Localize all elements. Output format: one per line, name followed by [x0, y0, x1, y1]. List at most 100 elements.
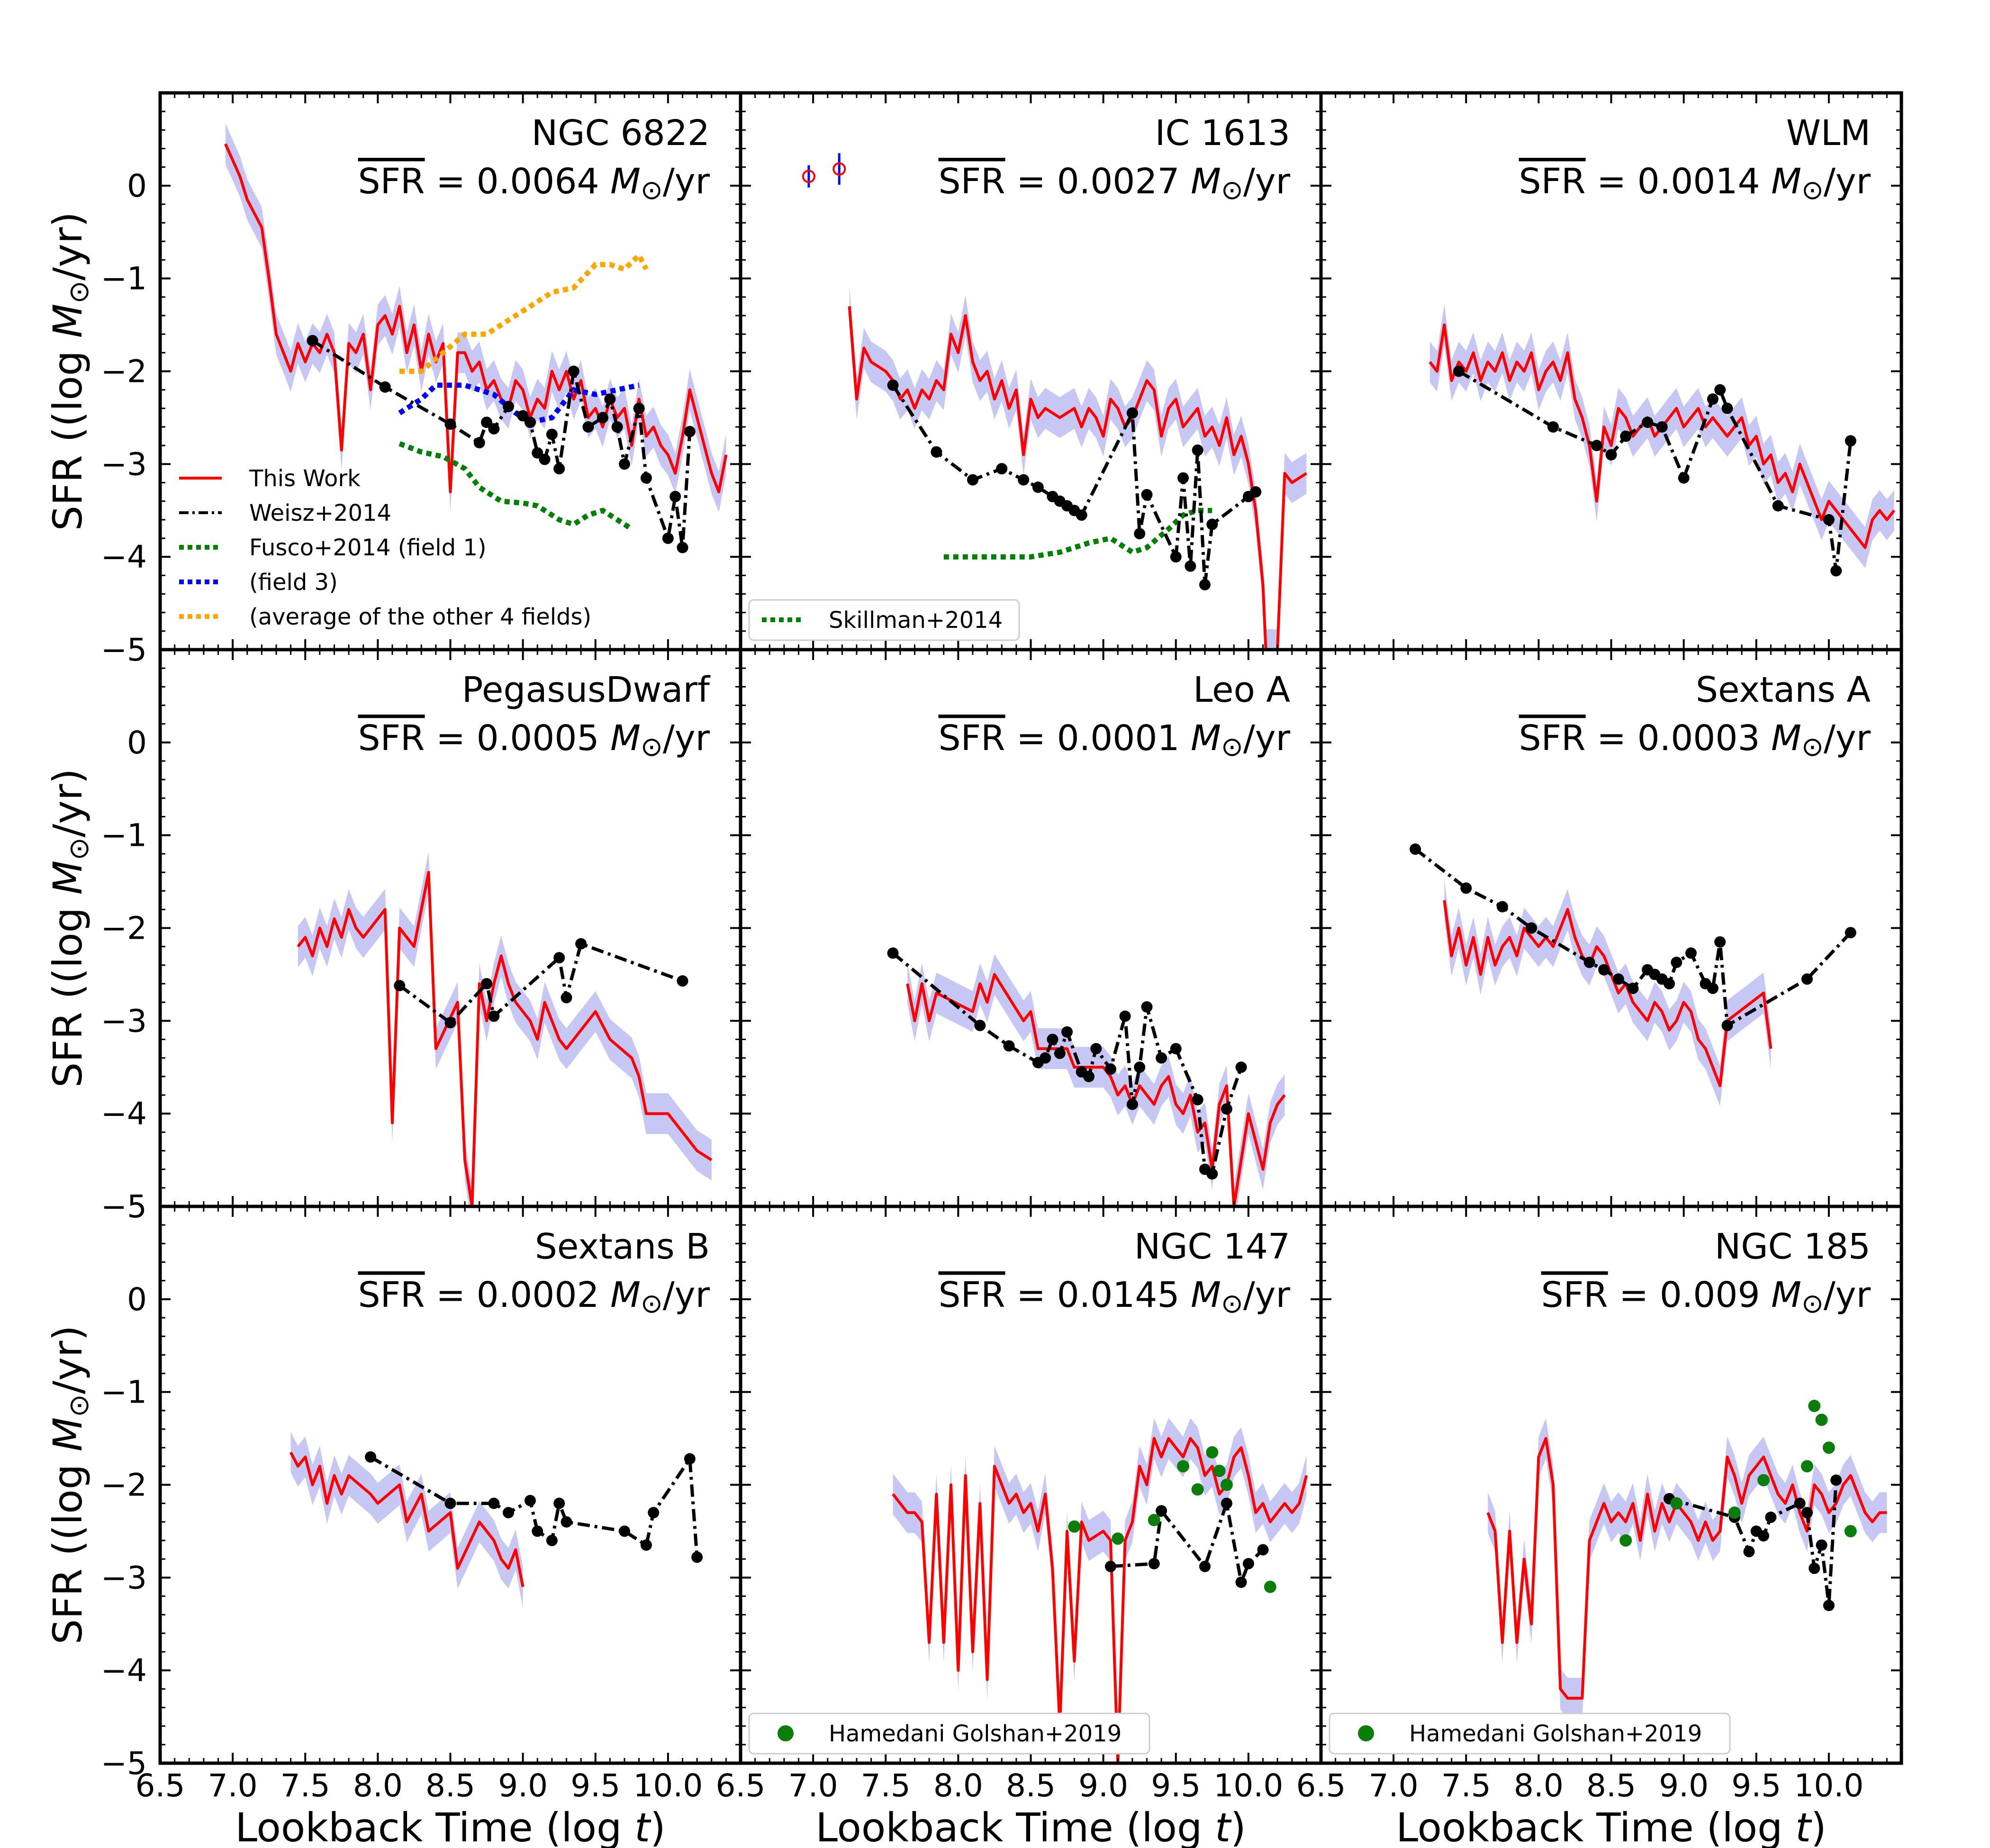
weisz-line — [1669, 1480, 1838, 1606]
x-axis-label: Lookback Time (log t) — [235, 1804, 666, 1848]
x-tick-label: 9.5 — [1151, 1767, 1201, 1804]
x-tick-label: 8.0 — [1514, 1767, 1564, 1804]
hamedani-point — [1800, 1460, 1813, 1473]
x-tick-label: 6.5 — [716, 1767, 766, 1804]
weisz-point — [532, 1525, 543, 1537]
plot-area — [224, 123, 728, 553]
weisz-point — [974, 1020, 986, 1032]
weisz-point — [1830, 565, 1842, 577]
legend: Hamedani Golshan+2019 — [1329, 1712, 1731, 1755]
plot-area — [1410, 843, 1856, 1106]
x-axis-label: Lookback Time (log t) — [815, 1804, 1246, 1848]
y-tick-label: −5 — [101, 632, 147, 668]
y-axis-label: SFR ((log M⊙/yr) — [45, 769, 95, 1087]
mean-sfr-label: SFR = 0.0014 M⊙/yr — [1519, 161, 1871, 206]
hamedani-point — [1206, 1446, 1219, 1458]
weisz-point — [887, 379, 899, 391]
weisz-point — [1242, 1558, 1254, 1569]
weisz-point — [1126, 1098, 1138, 1110]
x-tick-label: 7.0 — [788, 1767, 838, 1804]
x-tick-label: 8.0 — [353, 1767, 403, 1804]
hamedani-point — [1068, 1520, 1081, 1533]
open-marker — [802, 170, 815, 183]
this-work-uncertainty-band — [1444, 879, 1771, 1106]
hamedani-point — [1808, 1400, 1821, 1413]
plot-area — [887, 947, 1286, 1206]
weisz-point — [1678, 472, 1690, 484]
this-work-line — [224, 143, 728, 494]
hamedani-point — [1728, 1506, 1741, 1519]
open-marker — [832, 162, 846, 176]
weisz-point — [1141, 1001, 1153, 1013]
y-tick-label: −2 — [101, 910, 147, 947]
legend-entry: Hamedani Golshan+2019 — [829, 1721, 1122, 1747]
weisz-point — [307, 335, 318, 346]
legend-box — [1329, 1712, 1731, 1755]
legend: Skillman+2014 — [748, 599, 1020, 641]
x-tick-label: 8.5 — [425, 1767, 475, 1804]
x-tick-label: 6.5 — [136, 1767, 185, 1804]
hamedani-point — [1844, 1525, 1857, 1538]
weisz-point — [1148, 1558, 1160, 1569]
hamedani-point — [1619, 1534, 1632, 1547]
weisz-point — [553, 1497, 565, 1509]
y-tick-label: −3 — [101, 446, 147, 482]
weisz-point — [503, 1507, 514, 1519]
weisz-point — [488, 423, 500, 435]
weisz-point — [1170, 1043, 1182, 1055]
y-tick-label: −4 — [101, 539, 147, 575]
legend-entry: Weisz+2014 — [249, 500, 391, 526]
this-work-uncertainty-band — [1488, 1418, 1887, 1719]
panel-title: NGC 185 — [1715, 1226, 1871, 1267]
weisz-point — [1823, 514, 1835, 525]
weisz-point — [1642, 417, 1654, 428]
x-tick-label: 8.5 — [1586, 1767, 1636, 1804]
plot-area — [802, 153, 1308, 650]
y-tick-label: −2 — [101, 1467, 147, 1504]
panel-title: NGC 147 — [1134, 1226, 1290, 1267]
weisz-point — [1496, 901, 1508, 913]
weisz-point — [691, 1551, 703, 1563]
mean-sfr-label: SFR = 0.0002 M⊙/yr — [358, 1275, 710, 1319]
weisz-point — [1076, 509, 1087, 521]
y-tick-label: −1 — [101, 1374, 147, 1411]
y-tick-label: 0 — [127, 1281, 147, 1318]
weisz-point — [1664, 978, 1675, 989]
hamedani-point — [1757, 1474, 1770, 1486]
weisz-point — [1656, 421, 1668, 433]
weisz-point — [677, 975, 688, 987]
weisz-point — [1156, 1505, 1167, 1517]
weisz-point — [1250, 486, 1262, 498]
weisz-point — [597, 412, 609, 424]
weisz-point — [1090, 1043, 1102, 1055]
weisz-point — [1235, 1576, 1247, 1588]
this-work-line — [1486, 1437, 1887, 1700]
hamedani-point — [1177, 1460, 1190, 1473]
x-tick-label: 7.5 — [1441, 1767, 1491, 1804]
weisz-point — [532, 447, 543, 459]
weisz-point — [1054, 1047, 1066, 1059]
mean-sfr-label: SFR = 0.0001 M⊙/yr — [939, 718, 1291, 762]
axis-ticks — [1320, 92, 1902, 651]
weisz-point — [1627, 982, 1639, 994]
hamedani-point — [1815, 1413, 1828, 1426]
weisz-point — [365, 1451, 377, 1463]
weisz-point — [524, 417, 536, 428]
weisz-point — [481, 978, 493, 989]
this-work-uncertainty-band — [907, 954, 1285, 1206]
this-work-uncertainty-band — [298, 852, 712, 1206]
panel-grid: 0 −1 −2 −3 −4 −5 SFR ((log M⊙/yr) NGC 6822 SFR =… — [45, 91, 1903, 1848]
weisz-point — [1612, 973, 1624, 985]
mean-sfr-label: SFR = 0.0005 M⊙/yr — [358, 718, 710, 762]
plot-area — [297, 852, 713, 1206]
x-tick-label: 8.5 — [1006, 1767, 1056, 1804]
weisz-point — [1192, 1094, 1203, 1105]
y-tick-label: −2 — [101, 353, 147, 390]
weisz-point — [684, 1453, 696, 1465]
weisz-point — [561, 1516, 572, 1528]
y-tick-label: −4 — [101, 1096, 147, 1132]
hamedani-point — [1822, 1441, 1835, 1454]
weisz-line — [398, 942, 683, 1025]
weisz-point — [1598, 964, 1610, 976]
